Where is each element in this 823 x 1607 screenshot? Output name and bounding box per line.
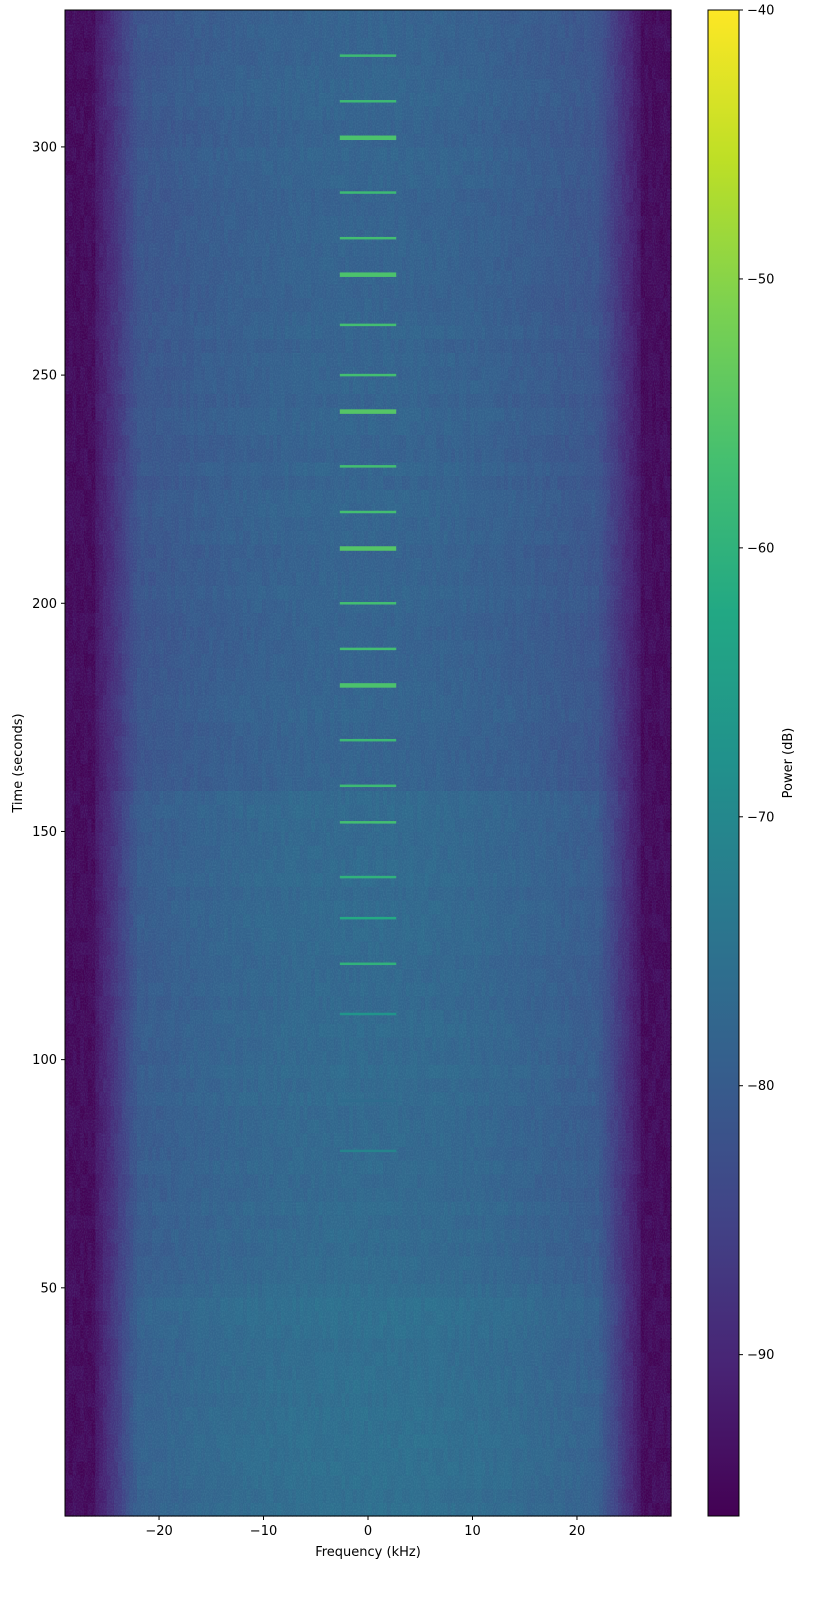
spectrogram-plot-area (64, 9, 672, 1517)
